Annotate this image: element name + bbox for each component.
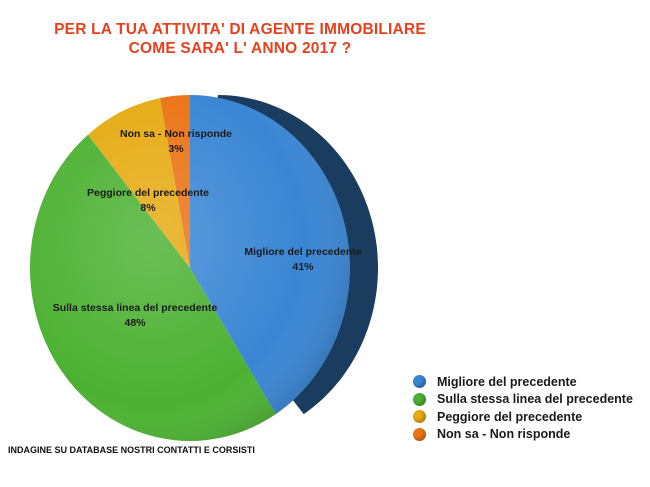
slice-category-label: Non sa - Non risponde (120, 128, 232, 140)
slice-value-label: 48% (124, 317, 146, 329)
legend-label: Non sa - Non risponde (437, 427, 571, 442)
chart-title-line-1: PER LA TUA ATTIVITA' DI AGENTE IMMOBILIA… (54, 21, 426, 38)
chart-title-line-2: COME SARA' L' ANNO 2017 ? (128, 40, 352, 57)
legend-item: Non sa - Non risponde (413, 426, 633, 444)
legend-marker (413, 375, 426, 389)
slice-value-label: 3% (168, 143, 184, 155)
legend: Migliore del precedente Sulla stessa lin… (413, 373, 633, 443)
legend-label: Peggiore del precedente (437, 409, 583, 424)
slice-value-label: 41% (292, 261, 314, 273)
survey-footnote: INDAGINE SU DATABASE NOSTRI CONTATTI E C… (8, 445, 255, 455)
legend-item: Migliore del precedente (413, 373, 633, 391)
legend-marker (413, 392, 426, 406)
slice-value-label: 8% (140, 202, 156, 214)
legend-item: Sulla stessa linea del precedente (413, 391, 633, 409)
legend-label: Sulla stessa linea del precedente (437, 392, 633, 407)
pie-labels: Migliore del precedente 41% Sulla stessa l… (53, 128, 362, 329)
slice-category-label: Migliore del precedente (244, 246, 361, 258)
legend-label: Migliore del precedente (437, 374, 577, 389)
slice-category-label: Sulla stessa linea del precedente (53, 302, 218, 314)
legend-marker (413, 427, 426, 441)
slice-category-label: Peggiore del precedente (87, 187, 209, 199)
legend-marker (413, 410, 426, 424)
legend-item: Peggiore del precedente (413, 408, 633, 426)
